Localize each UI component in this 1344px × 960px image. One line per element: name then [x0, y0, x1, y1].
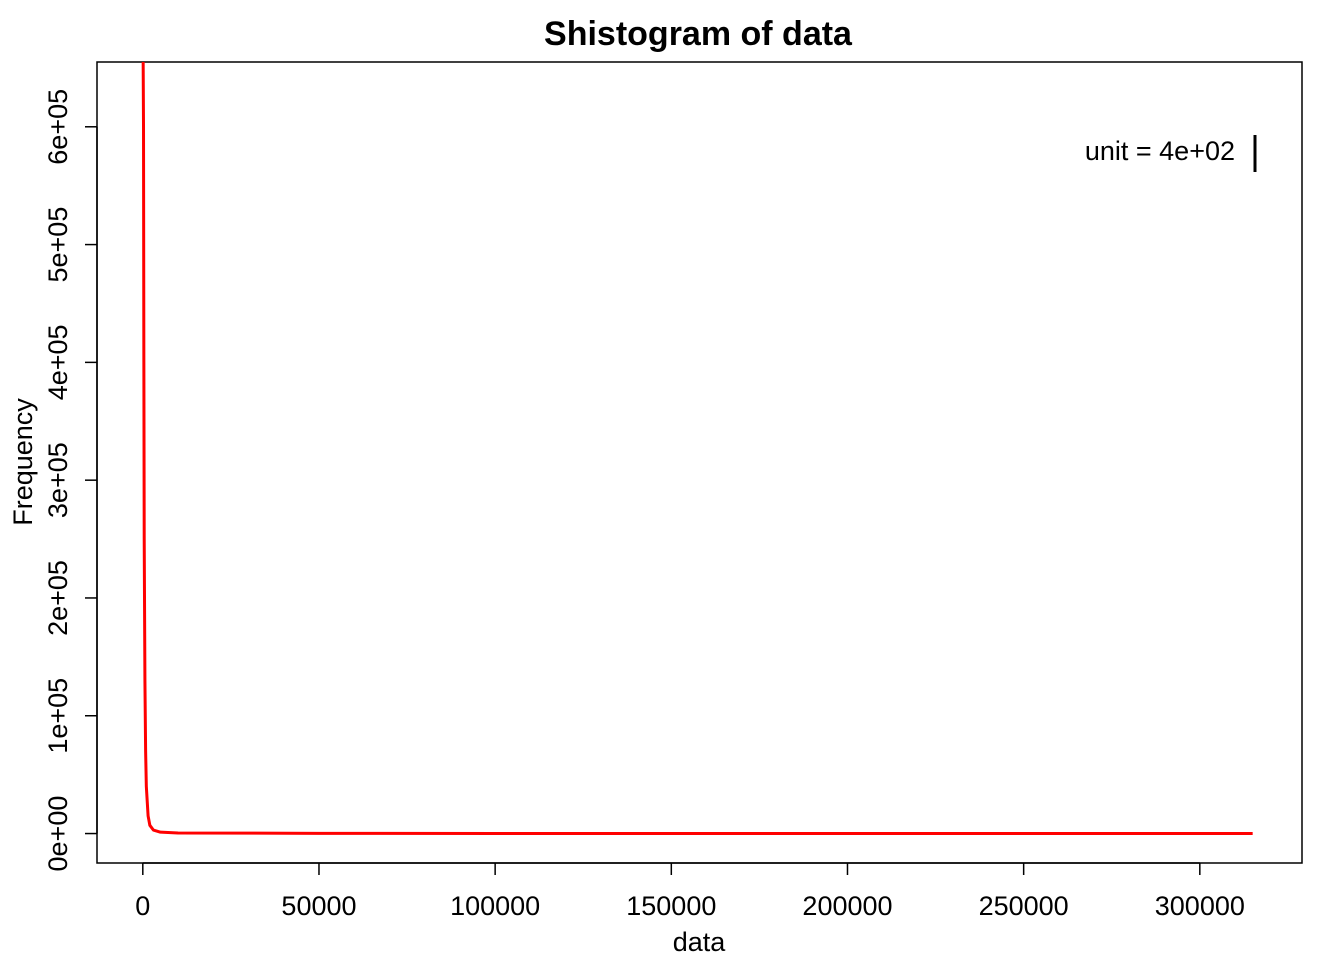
y-axis: 0e+00 1e+05 2e+05 3e+05 4e+05 5e+05 6e+05 — [43, 89, 98, 872]
y-tick-label: 4e+05 — [43, 324, 73, 400]
unit-annotation: unit = 4e+02 — [1085, 136, 1235, 166]
y-axis-label: Frequency — [8, 398, 38, 526]
x-tick-label: 50000 — [281, 891, 356, 921]
x-tick-label: 100000 — [450, 891, 540, 921]
x-tick-label: 150000 — [626, 891, 716, 921]
x-axis: 0 50000 100000 150000 200000 250000 300000 — [135, 862, 1245, 921]
x-tick-label: 300000 — [1155, 891, 1245, 921]
y-tick-label: 0e+00 — [43, 796, 73, 872]
y-tick-label: 1e+05 — [43, 678, 73, 754]
x-tick-label: 0 — [135, 891, 150, 921]
x-tick-label: 250000 — [979, 891, 1069, 921]
x-axis-label: data — [673, 927, 727, 957]
plot-frame — [96, 61, 1303, 864]
y-tick-label: 6e+05 — [43, 89, 73, 165]
x-tick-label: 200000 — [802, 891, 892, 921]
series-group — [141, 62, 1253, 836]
y-tick-label: 5e+05 — [43, 207, 73, 283]
series-line — [141, 62, 1253, 836]
y-tick-label: 2e+05 — [43, 560, 73, 636]
y-tick-label: 3e+05 — [43, 442, 73, 518]
chart-title: Shistogram of data — [544, 15, 853, 53]
